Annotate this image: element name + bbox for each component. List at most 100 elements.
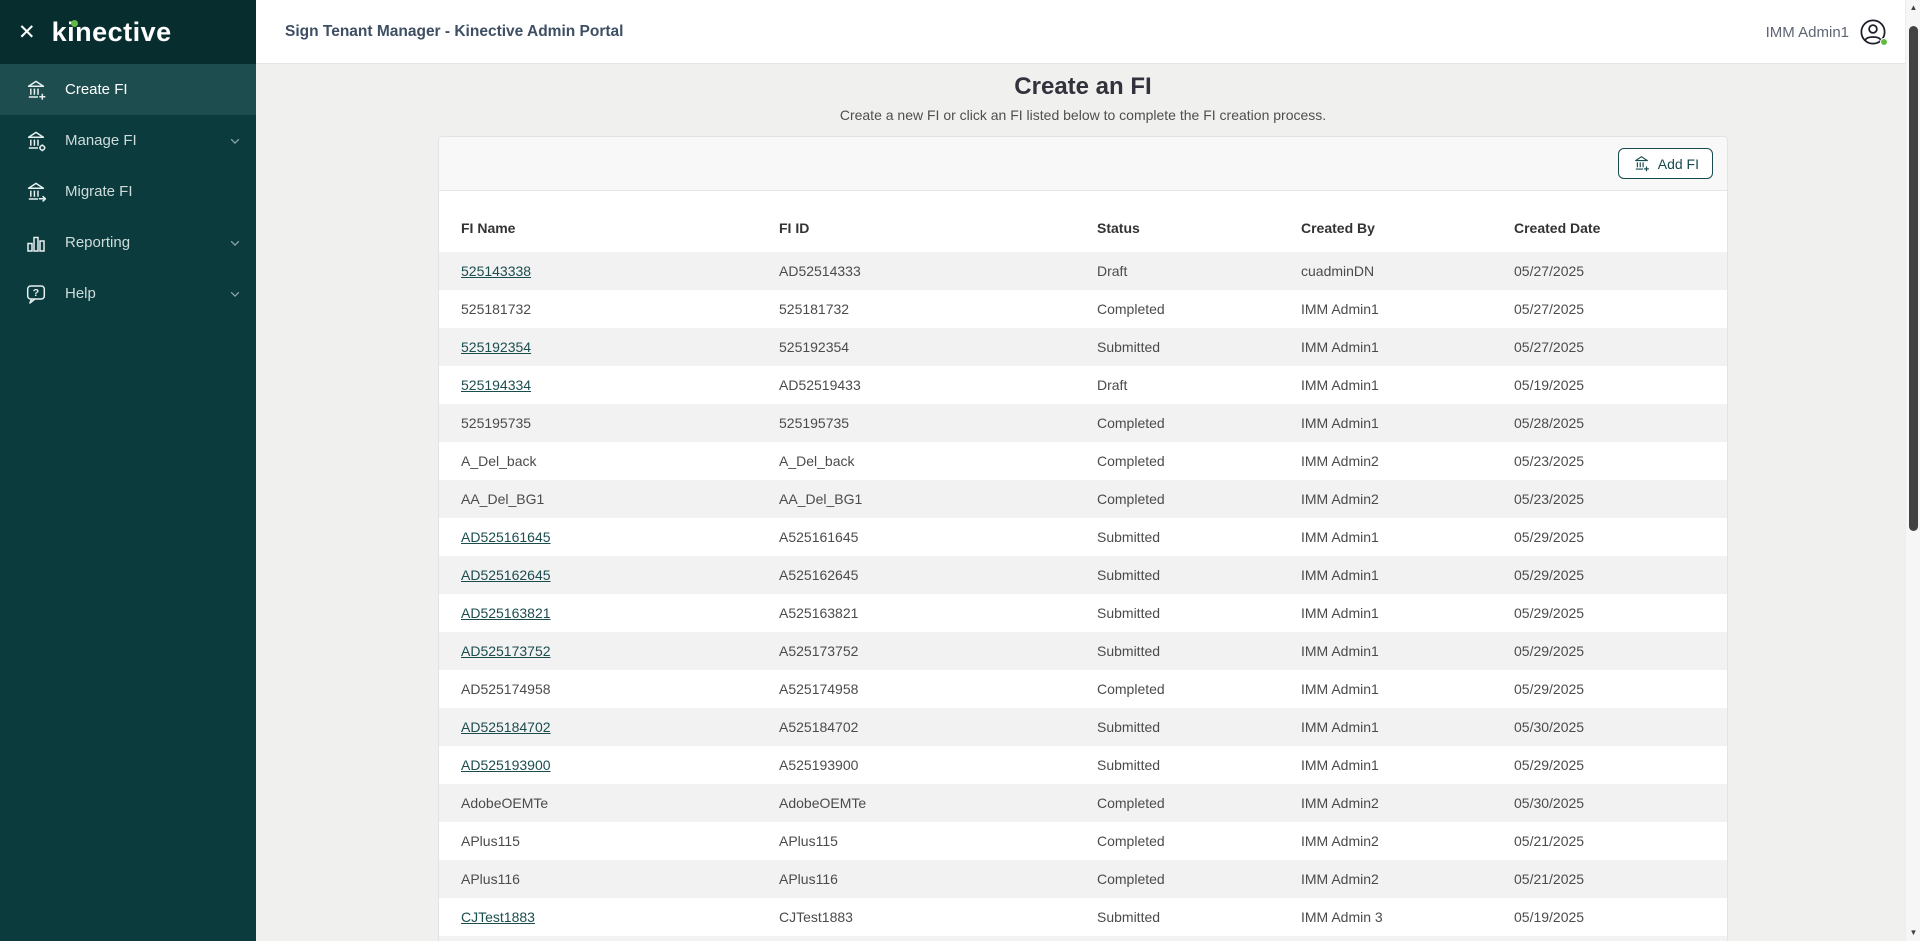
vertical-scrollbar[interactable]: ▲ ▼ bbox=[1905, 0, 1920, 941]
sidebar-item-manage-fi[interactable]: Manage FI bbox=[0, 115, 256, 166]
cell-created-by: IMM Admin1 bbox=[1301, 605, 1379, 621]
chevron-down-icon bbox=[228, 287, 242, 301]
sidebar-item-migrate-fi[interactable]: Migrate FI bbox=[0, 166, 256, 217]
chevron-down-icon bbox=[228, 134, 242, 148]
cell-fi-id: APlus116 bbox=[779, 871, 838, 887]
sidebar-item-reporting[interactable]: Reporting bbox=[0, 217, 256, 268]
bank-gear-icon bbox=[24, 129, 48, 153]
fi-name-link[interactable]: 525194334 bbox=[461, 377, 532, 393]
cell-status: Completed bbox=[1097, 415, 1165, 431]
cell-fi-id: A525162645 bbox=[779, 567, 859, 583]
sidebar-item-help[interactable]: ? Help bbox=[0, 268, 256, 319]
cell-status: Completed bbox=[1097, 795, 1165, 811]
sidebar-item-label: Create FI bbox=[65, 81, 128, 98]
fi-name-link[interactable]: AD525173752 bbox=[461, 643, 551, 659]
fi-name-link[interactable]: 525143338 bbox=[461, 263, 532, 279]
cell-created-by: IMM Admin2 bbox=[1301, 871, 1379, 887]
cell-status: Submitted bbox=[1097, 605, 1161, 621]
close-sidebar-icon[interactable]: ✕ bbox=[18, 20, 36, 44]
cell-fi-id: AD52514333 bbox=[779, 263, 861, 279]
user-area[interactable]: IMM Admin1 bbox=[1766, 0, 1888, 64]
add-fi-button[interactable]: Add FI bbox=[1617, 148, 1713, 179]
cell-fi-id: A_Del_back bbox=[779, 453, 855, 469]
cell-fi-id: CJTest1883 bbox=[779, 909, 853, 925]
fi-name-text: AD525174958 bbox=[461, 681, 551, 697]
table-row: A_Del_back A_Del_back Completed IMM Admin2 0… bbox=[439, 442, 1727, 480]
cell-created-date: 05/19/2025 bbox=[1514, 909, 1585, 925]
cell-created-by: IMM Admin1 bbox=[1301, 681, 1379, 697]
scroll-down-arrow-icon[interactable]: ▼ bbox=[1909, 928, 1918, 937]
sidebar-header: ✕ kinective bbox=[0, 0, 256, 64]
cell-created-date: 05/27/2025 bbox=[1514, 263, 1585, 279]
cell-created-by: IMM Admin2 bbox=[1301, 453, 1379, 469]
kinective-logo: kinective bbox=[51, 16, 172, 47]
table-row: AD525173752 A525173752 Submitted IMM Admin1… bbox=[439, 632, 1727, 670]
fi-name-link[interactable]: AD525184702 bbox=[461, 719, 551, 735]
user-avatar-icon[interactable] bbox=[1858, 17, 1888, 47]
table-row-partial bbox=[439, 936, 1727, 941]
cell-created-date: 05/28/2025 bbox=[1514, 415, 1585, 431]
cell-created-date: 05/23/2025 bbox=[1514, 491, 1585, 507]
sidebar-item-label: Migrate FI bbox=[65, 183, 133, 200]
fi-name-link[interactable]: AD525163821 bbox=[461, 605, 551, 621]
table-header-row: FI Name FI ID Status Created By Created Date bbox=[439, 191, 1727, 252]
column-header-status: Status bbox=[1097, 220, 1140, 236]
table-row: APlus115 APlus115 Completed IMM Admin2 05/21… bbox=[439, 822, 1727, 860]
cell-created-by: IMM Admin1 bbox=[1301, 377, 1379, 393]
table-row: AA_Del_BG1 AA_Del_BG1 Completed IMM Admin2 0… bbox=[439, 480, 1727, 518]
cell-fi-id: 525195735 bbox=[779, 415, 850, 431]
bank-plus-icon bbox=[1632, 154, 1651, 173]
logo-text: kinective bbox=[51, 16, 172, 47]
fi-name-text: APlus116 bbox=[461, 871, 520, 887]
cell-fi-id: A525161645 bbox=[779, 529, 859, 545]
cell-created-by: IMM Admin1 bbox=[1301, 301, 1379, 317]
table-row: 525195735 525195735 Completed IMM Admin1 05/… bbox=[439, 404, 1727, 442]
sidebar: ✕ kinective Create FI Manage FI Migrate FI… bbox=[0, 0, 256, 941]
cell-created-date: 05/19/2025 bbox=[1514, 377, 1585, 393]
fi-name-text: 525195735 bbox=[461, 415, 532, 431]
fi-name-link[interactable]: 525192354 bbox=[461, 339, 532, 355]
cell-status: Submitted bbox=[1097, 643, 1161, 659]
sidebar-item-create-fi[interactable]: Create FI bbox=[0, 64, 256, 115]
fi-name-text: AdobeOEMTe bbox=[461, 795, 549, 811]
fi-name-text: 525181732 bbox=[461, 301, 532, 317]
fi-list-card: Add FI FI Name FI ID Status Created By Creat… bbox=[438, 136, 1728, 941]
cell-status: Completed bbox=[1097, 453, 1165, 469]
fi-name-link[interactable]: AD525193900 bbox=[461, 757, 551, 773]
page-subtitle: Create a new FI or click an FI listed be… bbox=[839, 107, 1327, 123]
cell-created-by: IMM Admin1 bbox=[1301, 757, 1379, 773]
chevron-down-icon bbox=[228, 236, 242, 250]
table-row: 525181732 525181732 Completed IMM Admin1 05/… bbox=[439, 290, 1727, 328]
help-bubble-icon: ? bbox=[24, 282, 48, 306]
fi-name-link[interactable]: AD525162645 bbox=[461, 567, 551, 583]
fi-name-text: A_Del_back bbox=[461, 453, 537, 469]
column-header-fi-id: FI ID bbox=[779, 220, 810, 236]
cell-status: Completed bbox=[1097, 681, 1165, 697]
column-header-fi-name: FI Name bbox=[461, 220, 516, 236]
sidebar-item-label: Manage FI bbox=[65, 132, 137, 149]
cell-created-by: IMM Admin 3 bbox=[1301, 909, 1383, 925]
cell-fi-id: A525174958 bbox=[779, 681, 859, 697]
cell-status: Submitted bbox=[1097, 567, 1161, 583]
sidebar-nav: Create FI Manage FI Migrate FI Reporting ? He… bbox=[0, 64, 256, 319]
add-fi-button-label: Add FI bbox=[1657, 155, 1699, 172]
scroll-up-arrow-icon[interactable]: ▲ bbox=[1909, 3, 1918, 12]
svg-text:?: ? bbox=[33, 287, 39, 299]
cell-fi-id: A525173752 bbox=[779, 643, 859, 659]
bank-arrow-icon bbox=[24, 180, 48, 204]
page-title: Create an FI bbox=[1014, 73, 1152, 100]
table-row: AdobeOEMTe AdobeOEMTe Completed IMM Admin2 0… bbox=[439, 784, 1727, 822]
fi-name-link[interactable]: AD525161645 bbox=[461, 529, 551, 545]
scrollbar-thumb[interactable] bbox=[1909, 26, 1918, 531]
cell-created-by: IMM Admin1 bbox=[1301, 339, 1379, 355]
cell-status: Submitted bbox=[1097, 719, 1161, 735]
cell-created-by: IMM Admin2 bbox=[1301, 795, 1379, 811]
cell-created-date: 05/30/2025 bbox=[1514, 795, 1585, 811]
cell-created-by: IMM Admin2 bbox=[1301, 833, 1379, 849]
cell-created-by: IMM Admin1 bbox=[1301, 529, 1379, 545]
fi-name-link[interactable]: CJTest1883 bbox=[461, 909, 535, 925]
cell-status: Submitted bbox=[1097, 757, 1161, 773]
app-title: Sign Tenant Manager - Kinective Admin Po… bbox=[285, 23, 624, 40]
sidebar-item-label: Reporting bbox=[65, 234, 131, 251]
